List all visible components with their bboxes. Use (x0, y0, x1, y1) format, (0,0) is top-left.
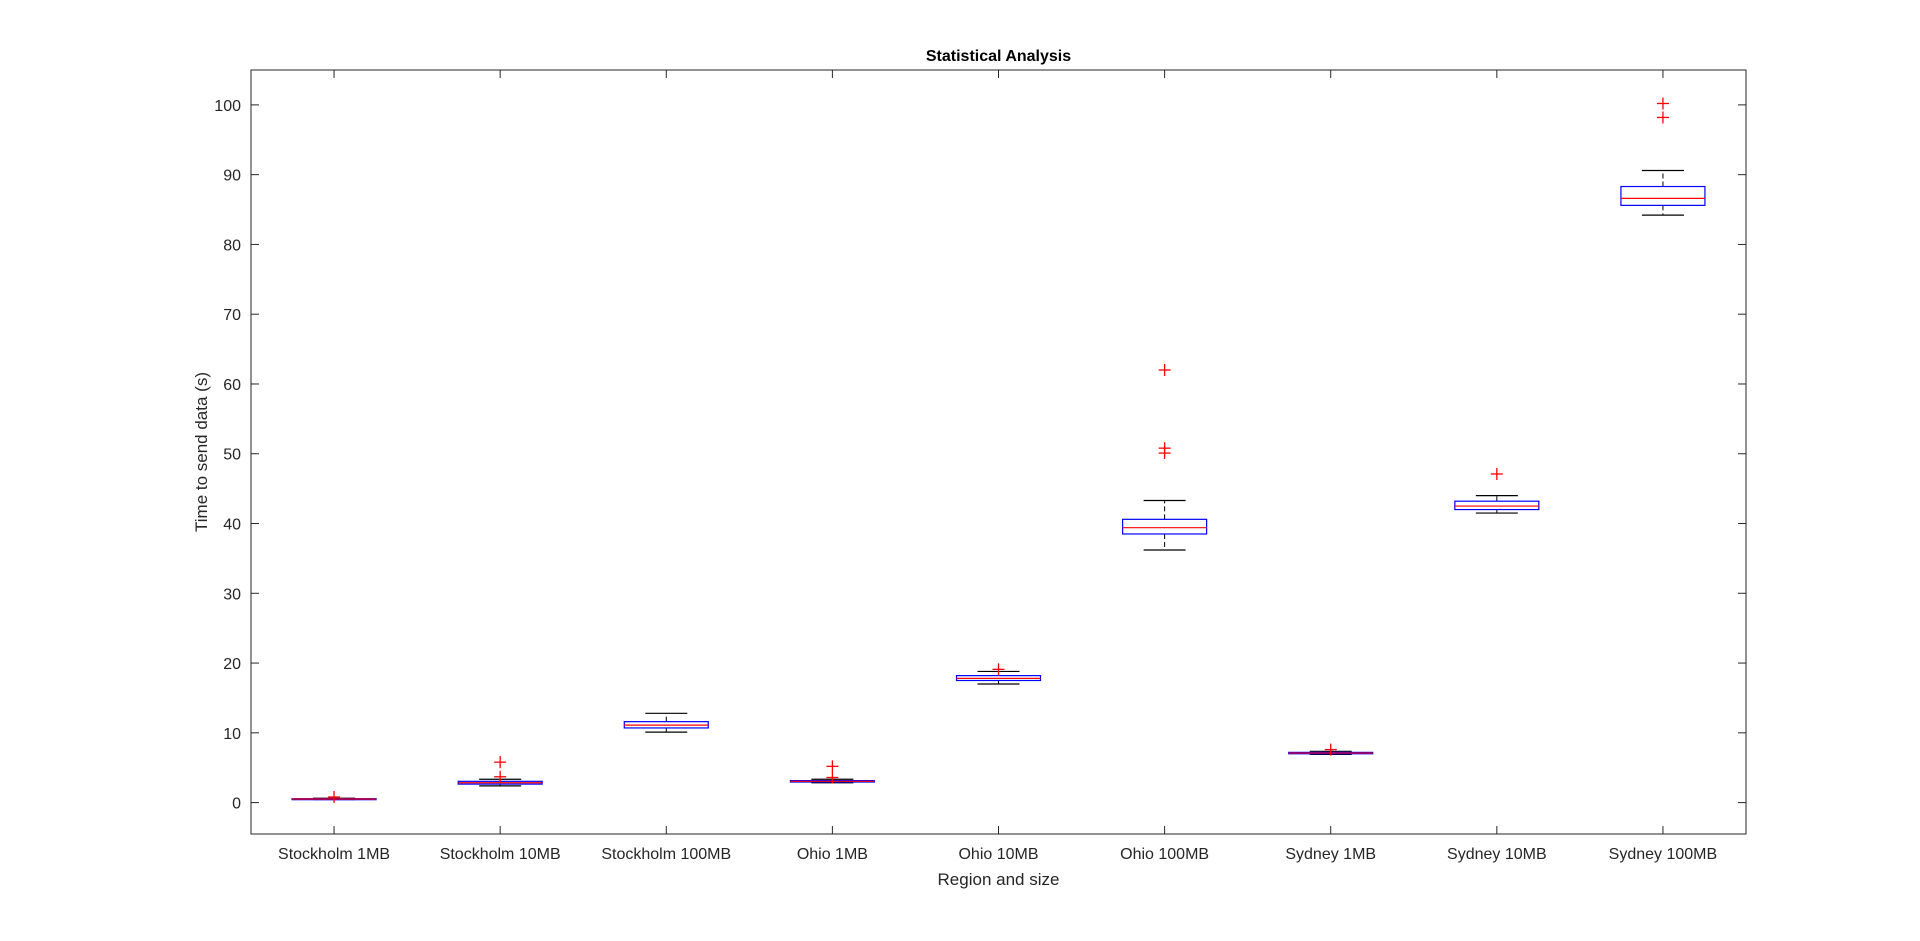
y-tick-label: 60 (223, 377, 241, 394)
x-tick-label: Ohio 10MB (958, 846, 1038, 863)
y-tick-label: 20 (223, 656, 241, 673)
outlier-marker (826, 771, 839, 784)
box-group (623, 712, 709, 733)
x-tick-label: Stockholm 100MB (601, 846, 731, 863)
outlier-marker (1158, 364, 1171, 377)
box-group (789, 760, 875, 784)
box-group (1454, 467, 1540, 514)
box-group (1122, 364, 1208, 551)
x-tick-label: Sydney 10MB (1447, 846, 1547, 863)
box-group (1620, 97, 1706, 216)
x-tick-marks (333, 70, 1664, 834)
y-axis-label: Time to send data (s) (192, 372, 211, 532)
box-group (457, 756, 543, 787)
x-axis-label: Region and size (938, 870, 1060, 889)
outlier-marker (1490, 467, 1503, 480)
outlier-marker (1656, 97, 1669, 110)
y-tick-label: 100 (214, 98, 241, 115)
y-tick-label: 50 (223, 447, 241, 464)
box (1620, 185, 1706, 206)
y-tick-label: 80 (223, 237, 241, 254)
y-tick-label: 40 (223, 517, 241, 534)
y-tick-marks (251, 104, 1746, 804)
x-tick-label: Stockholm 1MB (278, 846, 390, 863)
x-tick-label: Stockholm 10MB (440, 846, 561, 863)
x-tick-label: Sydney 100MB (1609, 846, 1718, 863)
x-tick-labels: Stockholm 1MB Stockholm 10MB Stockholm 100… (278, 846, 1717, 863)
plot-area (250, 69, 1747, 835)
x-tick-label: Sydney 1MB (1285, 846, 1376, 863)
box (1122, 518, 1208, 535)
box-group (955, 663, 1042, 685)
y-tick-label: 90 (223, 168, 241, 185)
outlier-marker (826, 760, 839, 773)
outlier-marker (1158, 442, 1171, 455)
y-tick-label: 10 (223, 726, 241, 743)
outlier-marker (494, 770, 507, 783)
y-tick-label: 0 (232, 796, 241, 813)
outlier-marker (1324, 743, 1337, 756)
y-tick-label: 30 (223, 586, 241, 603)
y-tick-label: 70 (223, 307, 241, 324)
box-series (291, 97, 1706, 804)
y-tick-labels: 0 10 20 30 40 50 60 70 80 90 100 (214, 98, 241, 813)
outlier-marker (328, 791, 341, 804)
box (1454, 500, 1540, 511)
x-tick-label: Ohio 100MB (1120, 846, 1209, 863)
chart-title: Statistical Analysis (926, 48, 1071, 65)
outlier-marker (494, 756, 507, 769)
outlier-marker (992, 663, 1005, 676)
box-group (1288, 743, 1374, 756)
box-group (291, 791, 377, 804)
x-tick-label: Ohio 1MB (797, 846, 868, 863)
outlier-marker (1656, 111, 1669, 124)
